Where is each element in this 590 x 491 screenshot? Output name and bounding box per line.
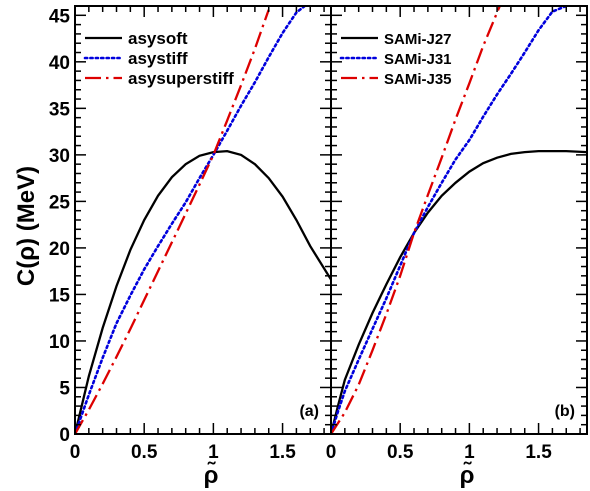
y-tick-label: 0 [59,425,70,446]
series-line-sami-j27 [331,149,587,434]
y-tick-label: 45 [49,6,71,27]
x-tick-label: 0.5 [131,442,158,463]
series-line-asystiff [75,6,306,434]
legend-label: SAMi-J31 [384,51,452,68]
series-line-asysuperstiff [75,9,270,434]
x-tick-label: 1.5 [269,442,296,463]
x-tick-label: 1.5 [525,442,552,463]
legend-label: asysuperstiff [128,69,234,88]
legend-label: asysoft [128,29,188,48]
legend: SAMi-J27 SAMi-J31 SAMi-J35 [339,31,452,88]
y-tick-label: 35 [49,99,71,120]
legend-label: SAMi-J35 [384,71,452,88]
y-tick-label: 5 [59,378,70,399]
panel-label: (b) [555,403,575,420]
x-tick-label: 0 [70,442,81,463]
y-tick-label: 10 [49,332,70,353]
y-tick-label: 20 [49,239,70,260]
series-line-sami-j35 [331,6,501,434]
panel-b: 0 0.5 1 1.5 ρ̃ (b) SAMi-J27 SAMi-J31 SAMi-J35 [326,5,588,489]
series-group [331,6,587,434]
panel-label: (a) [299,403,319,420]
x-tick-label: 1 [208,442,219,463]
y-tick-label: 25 [49,192,71,213]
legend-label: asystiff [128,49,188,68]
x-tick-label: 1 [464,442,475,463]
x-tick-label: 0.5 [387,442,414,463]
y-tick-label: 40 [49,53,70,74]
plot-frame [330,5,588,435]
series-line-asysoft [75,149,331,434]
y-axis-title: C(ρ) (MeV) [13,166,40,286]
panel-a: 0 0.5 1 1.5051015202530354045ρ̃(a)asysoftas… [49,5,332,489]
y-tick-label: 30 [49,146,70,167]
x-tick-label: 0 [326,442,337,463]
series-line-sami-j31 [331,6,568,434]
x-axis-title: ρ̃ [460,461,475,489]
panels: 0 0.5 1 1.5051015202530354045ρ̃(a)asysoftas… [49,5,588,489]
series-group [75,6,331,434]
y-tick-label: 15 [49,285,71,306]
legend-label: SAMi-J27 [384,31,452,48]
x-axis-title: ρ̃ [204,461,219,489]
